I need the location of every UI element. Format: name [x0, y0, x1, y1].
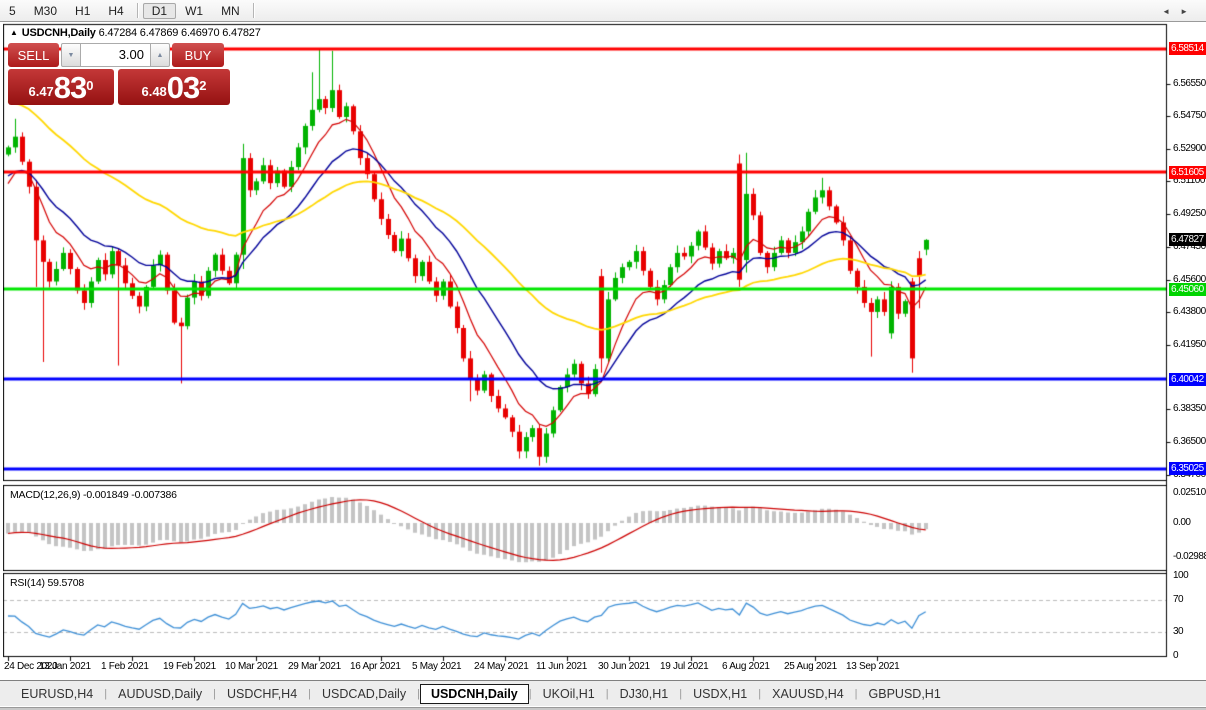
- tab-separator: |: [679, 687, 683, 700]
- tab-separator: |: [104, 687, 108, 700]
- one-click-trading-panel: SELL ▼ 3.00 ▲ BUY 6.47 83 0 6.48 03 2: [8, 43, 230, 105]
- buy-price-big: 03: [166, 70, 200, 105]
- date-axis-label: 19 Feb 2021: [163, 661, 216, 672]
- sell-button[interactable]: SELL: [8, 43, 59, 67]
- volume-increase-button[interactable]: ▲: [150, 43, 170, 67]
- chart-symbol-period: USDCNH,Daily: [21, 27, 96, 39]
- tab-scroll-arrows: ◄►: [1162, 7, 1198, 16]
- volume-decrease-button[interactable]: ▼: [61, 43, 81, 67]
- rsi-indicator-label: RSI(14) 59.5708: [10, 577, 85, 589]
- date-axis-label: 16 Apr 2021: [350, 661, 401, 672]
- macd-indicator-label: MACD(12,26,9) -0.001849 -0.007386: [10, 489, 177, 501]
- timeframe-button-h1[interactable]: H1: [75, 3, 91, 18]
- rsi-axis-label: 100: [1173, 570, 1189, 581]
- chart-tab-usdcnh[interactable]: USDCNH,Daily: [419, 683, 529, 704]
- chart-tab-ukoil[interactable]: UKOil,H1: [542, 686, 595, 701]
- date-axis-label: 5 May 2021: [412, 661, 462, 672]
- tab-separator: |: [308, 687, 312, 700]
- buy-button[interactable]: BUY: [172, 43, 224, 67]
- price-level-badge: 6.51605: [1169, 166, 1206, 179]
- rsi-axis-label: 70: [1173, 594, 1184, 605]
- chart-tab-gbpusd[interactable]: GBPUSD,H1: [868, 686, 941, 701]
- date-axis-label: 24 Dec 2020: [4, 661, 58, 672]
- volume-input[interactable]: 3.00: [81, 43, 150, 67]
- timeframe-toolbar: 5 M30 H1 H4 D1 W1 MN: [0, 0, 1206, 22]
- chart-tab-usdcad[interactable]: USDCAD,Daily: [322, 686, 407, 701]
- sell-price-sup: 0: [86, 78, 94, 93]
- price-axis-label: 6.36500: [1173, 436, 1206, 447]
- timeframe-button-5[interactable]: 5: [9, 3, 16, 18]
- tab-separator: |: [854, 687, 858, 700]
- date-axis-label: 29 Mar 2021: [288, 661, 341, 672]
- price-axis-label: 6.49250: [1173, 208, 1206, 219]
- toolbar-separator: [252, 3, 255, 18]
- date-axis-label: 25 Aug 2021: [784, 661, 837, 672]
- date-axis-label: 30 Jun 2021: [598, 661, 650, 672]
- tab-scroll-left-icon[interactable]: ◄: [1162, 7, 1181, 16]
- tab-separator: |: [605, 687, 609, 700]
- price-axis-label: 6.56550: [1173, 78, 1206, 89]
- timeframe-button-h4[interactable]: H4: [108, 3, 124, 18]
- price-axis-label: 6.38350: [1173, 403, 1206, 414]
- chart-window: ▲ USDCNH,Daily 6.47284 6.47869 6.46970 6.…: [3, 22, 1206, 679]
- chart-tab-usdx[interactable]: USDX,H1: [693, 686, 748, 701]
- timeframe-button-d1[interactable]: D1: [142, 2, 177, 19]
- buy-price-small: 6.48: [141, 84, 167, 99]
- price-axis-label: 6.41950: [1173, 339, 1206, 350]
- tab-scroll-right-icon[interactable]: ►: [1180, 7, 1198, 16]
- date-axis-label: 6 Aug 2021: [722, 661, 770, 672]
- collapse-panel-icon[interactable]: ▲: [10, 28, 18, 37]
- date-axis-label: 24 May 2021: [474, 661, 529, 672]
- buy-price-sup: 2: [199, 78, 207, 93]
- sell-price-big: 83: [53, 70, 87, 105]
- macd-axis-label: 0.00: [1173, 517, 1191, 528]
- price-axis-label: 6.54750: [1173, 110, 1206, 121]
- macd-axis-label: -0.02988: [1173, 551, 1206, 562]
- date-axis-label: 1 Feb 2021: [101, 661, 149, 672]
- date-axis-label: 19 Jul 2021: [660, 661, 709, 672]
- chart-tab-bar: EURUSD,H4 | AUDUSD,Daily | USDCHF,H4 | USDCAD,…: [0, 680, 1206, 706]
- price-axis-label: 6.43800: [1173, 306, 1206, 317]
- date-axis-label: 13 Sep 2021: [846, 661, 900, 672]
- price-level-badge: 6.35025: [1169, 462, 1206, 475]
- price-level-badge: 6.40042: [1169, 373, 1206, 386]
- date-axis-label: 11 Jun 2021: [536, 661, 588, 672]
- chart-tab-usdchf[interactable]: USDCHF,H4: [227, 686, 298, 701]
- chart-tab-eurusd[interactable]: EURUSD,H4: [21, 686, 94, 701]
- price-axis-label: 6.45600: [1173, 274, 1206, 285]
- tab-separator: |: [417, 687, 420, 700]
- price-level-badge: 6.47827: [1169, 233, 1206, 246]
- date-axis-label: 13 Jan 2021: [39, 661, 91, 672]
- price-chart-canvas[interactable]: [3, 22, 1206, 679]
- timeframe-button-mn[interactable]: MN: [221, 3, 240, 18]
- toolbar-separator: [136, 3, 139, 18]
- chart-tab-audusd[interactable]: AUDUSD,Daily: [118, 686, 203, 701]
- timeframe-button-m30[interactable]: M30: [33, 3, 58, 18]
- price-axis-label: 6.47450: [1173, 241, 1206, 252]
- tab-separator: |: [213, 687, 217, 700]
- rsi-axis-label: 30: [1173, 626, 1184, 637]
- rsi-axis-label: 0: [1173, 650, 1179, 661]
- tab-separator: |: [758, 687, 762, 700]
- chart-tab-xauusd[interactable]: XAUUSD,H4: [772, 686, 844, 701]
- price-axis-label: 6.51100: [1173, 175, 1205, 186]
- date-axis-label: 10 Mar 2021: [225, 661, 278, 672]
- timeframe-button-w1[interactable]: W1: [185, 3, 204, 18]
- macd-axis-label: 0.025108: [1173, 487, 1206, 498]
- buy-price-display[interactable]: 6.48 03 2: [118, 69, 230, 105]
- chart-ohlc-values: 6.47284 6.47869 6.46970 6.47827: [98, 27, 261, 39]
- price-level-badge: 6.45060: [1169, 283, 1206, 296]
- price-level-badge: 6.58514: [1169, 42, 1206, 55]
- sell-price-small: 6.47: [28, 84, 54, 99]
- price-axis-label: 6.52900: [1173, 143, 1206, 154]
- chart-tab-dj30[interactable]: DJ30,H1: [619, 686, 669, 701]
- tab-separator: |: [528, 687, 532, 700]
- chart-title: ▲ USDCNH,Daily 6.47284 6.47869 6.46970 6.…: [10, 27, 261, 39]
- sell-price-display[interactable]: 6.47 83 0: [8, 69, 114, 105]
